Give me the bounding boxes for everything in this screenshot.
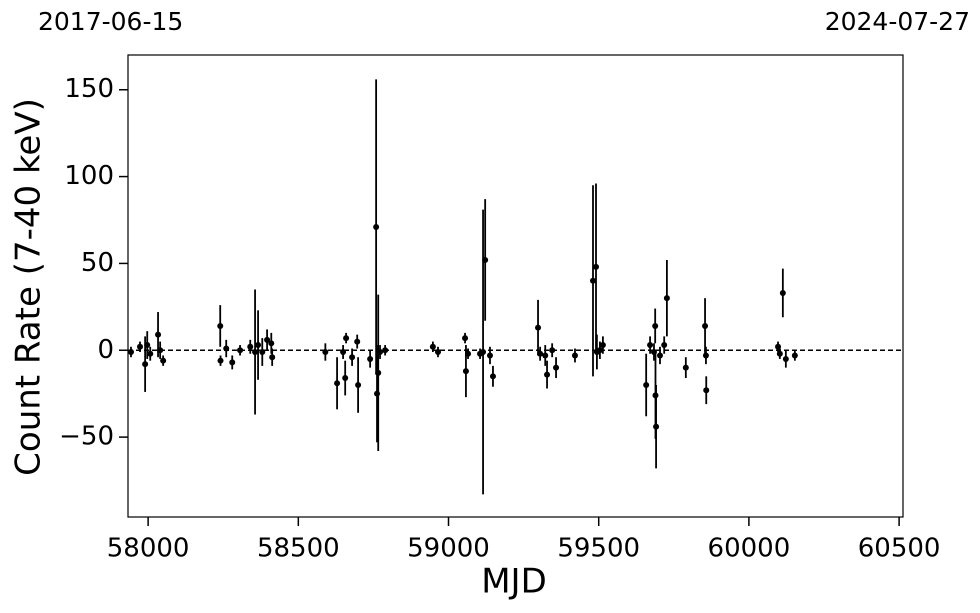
data-point	[482, 256, 489, 263]
data-point	[382, 347, 389, 354]
y-tick-label: −50	[59, 422, 114, 452]
y-tick-label: 150	[64, 74, 114, 104]
data-point	[702, 322, 709, 329]
data-point	[663, 295, 670, 302]
data-point	[647, 342, 654, 349]
data-point	[252, 349, 259, 355]
data-point	[435, 349, 441, 355]
y-tick-label: 100	[64, 161, 114, 191]
data-point	[269, 354, 276, 361]
data-point	[255, 342, 262, 349]
data-point	[217, 322, 224, 329]
data-point	[142, 361, 149, 368]
data-point	[128, 349, 135, 355]
data-point	[229, 359, 236, 366]
data-point	[486, 352, 493, 359]
data-point	[334, 380, 341, 387]
y-tick-label: 0	[97, 335, 114, 365]
data-point	[779, 289, 786, 296]
data-point	[599, 342, 606, 349]
data-point	[682, 364, 689, 371]
data-point	[462, 368, 469, 375]
data-point	[375, 369, 382, 376]
data-point	[643, 382, 650, 388]
data-point	[223, 345, 230, 352]
data-point	[462, 335, 469, 342]
data-point	[349, 354, 356, 361]
y-tick-label: 50	[81, 248, 114, 278]
data-point	[652, 322, 659, 329]
data-point	[571, 352, 578, 359]
data-point	[702, 352, 709, 359]
plot-frame	[127, 54, 904, 518]
data-point	[264, 336, 271, 343]
data-point	[656, 352, 663, 359]
data-point	[160, 357, 167, 364]
data-point	[553, 364, 560, 371]
data-point	[340, 349, 347, 355]
data-point	[653, 423, 660, 430]
data-point	[377, 349, 384, 355]
data-point	[144, 342, 151, 349]
x-tick-label: 59500	[557, 534, 640, 564]
x-tick-label: 60000	[708, 534, 791, 564]
data-point	[480, 349, 487, 355]
data-point	[596, 347, 603, 354]
data-point	[593, 263, 600, 270]
data-point	[217, 357, 224, 364]
data-point	[590, 277, 596, 284]
data-point	[661, 342, 668, 349]
data-point	[342, 375, 349, 382]
data-point	[343, 335, 350, 342]
data-point	[268, 340, 275, 347]
data-point	[354, 338, 361, 345]
data-point	[535, 324, 542, 331]
data-point	[465, 350, 472, 357]
x-tick-label: 58000	[107, 534, 190, 564]
data-point	[259, 349, 266, 355]
data-point	[542, 352, 549, 359]
data-point	[355, 382, 362, 388]
data-point	[137, 343, 144, 350]
data-point	[157, 347, 164, 354]
data-point	[322, 349, 329, 355]
annotation: 2024-07-27	[825, 7, 970, 36]
data-point	[155, 331, 162, 338]
x-tick-label: 59000	[407, 534, 490, 564]
y-axis-label: Count Rate (7-40 keV)	[9, 98, 49, 476]
data-point	[544, 371, 551, 378]
data-point	[775, 343, 782, 350]
data-point	[782, 355, 789, 362]
data-point	[367, 355, 374, 362]
data-point	[776, 350, 783, 357]
data-point	[373, 223, 380, 230]
data-point	[147, 350, 154, 357]
x-tick-label: 60500	[858, 534, 941, 564]
data-point	[237, 347, 244, 354]
data-point	[549, 347, 556, 354]
data-point	[537, 350, 544, 357]
x-tick-label: 58500	[257, 534, 340, 564]
data-point	[489, 373, 496, 380]
data-point	[791, 352, 798, 359]
data-point	[247, 343, 254, 350]
data-point	[429, 343, 436, 350]
data-point	[703, 387, 710, 394]
annotation: 2017-06-15	[38, 7, 183, 36]
x-axis-label: MJD	[481, 562, 547, 602]
